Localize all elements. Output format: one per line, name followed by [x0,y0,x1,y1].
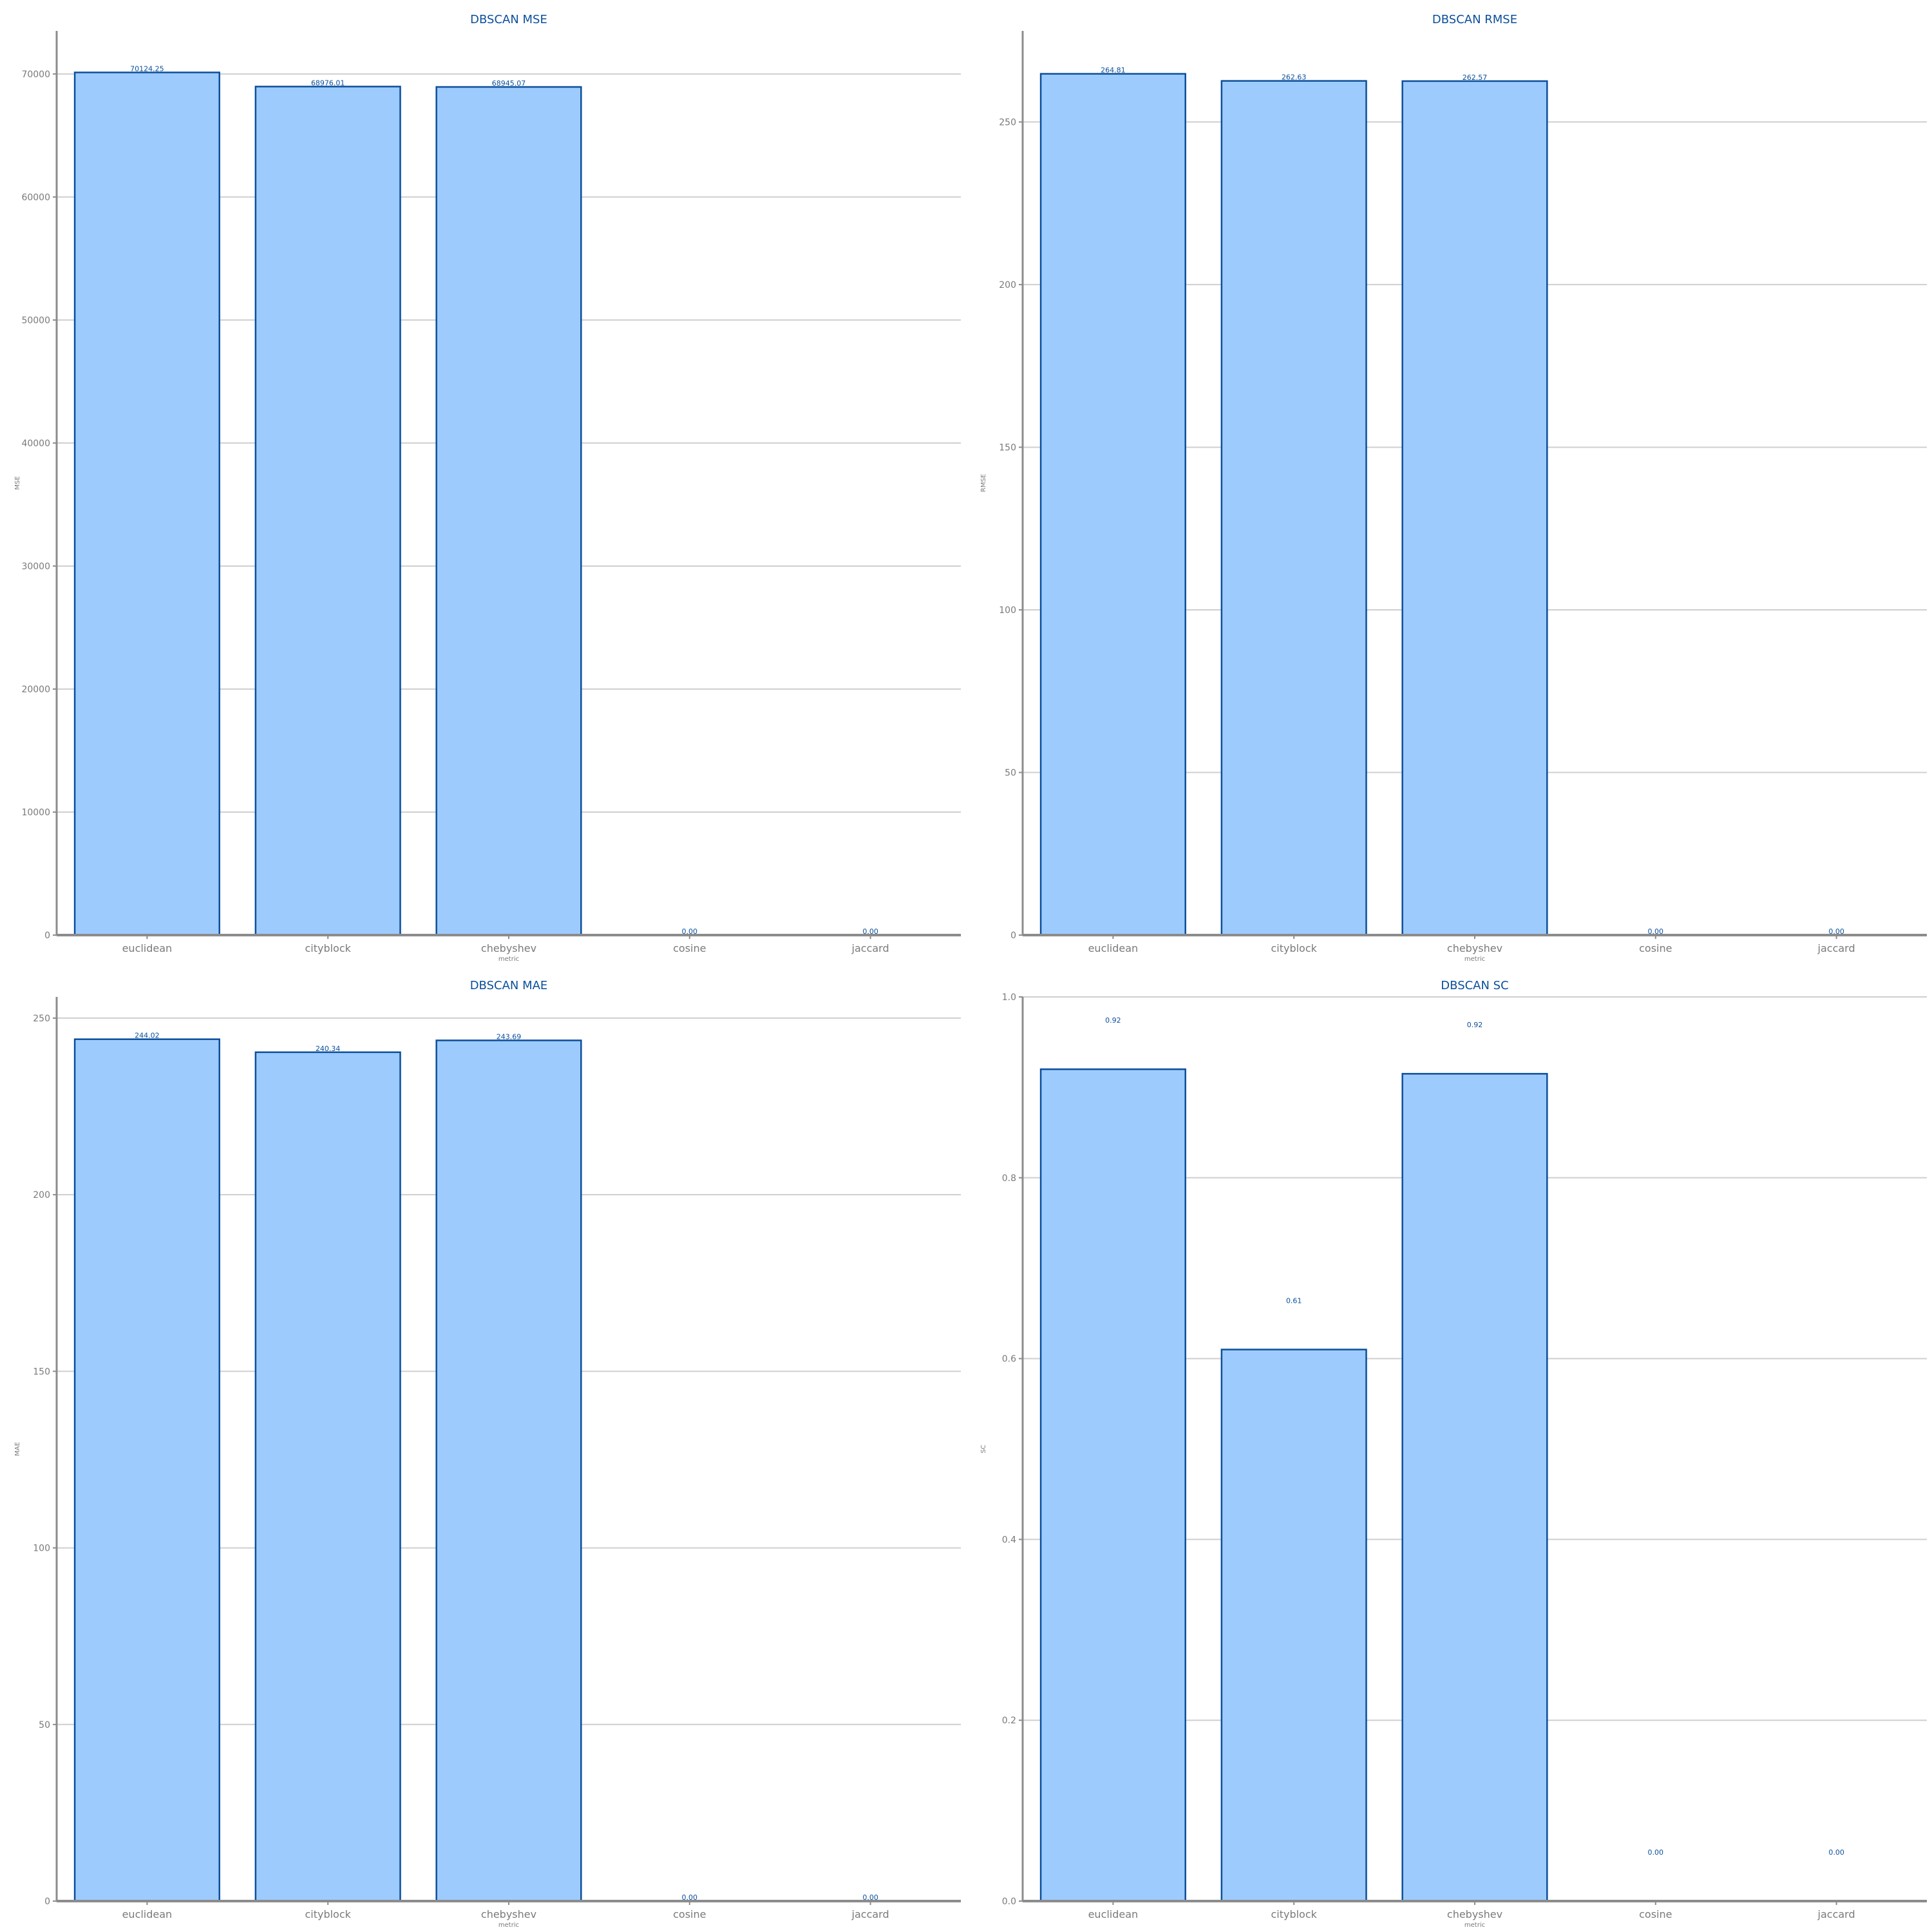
bar-euclidean [73,71,220,936]
x-tick-label: cosine [1639,1908,1672,1920]
x-tick-label: jaccard [851,1908,889,1920]
y-tick-label: 150 [33,1367,50,1377]
x-axis-label: metric [1464,1922,1485,1929]
x-tick-label: jaccard [1817,942,1855,954]
x-tick-label: cityblock [305,1908,351,1920]
bar-value-label: 264.81 [1101,66,1126,75]
chart-title: DBSCAN MAE [470,979,548,992]
x-tick-label: cityblock [305,942,351,954]
bar-value-label: 0.00 [1648,927,1664,936]
y-tick-label: 30000 [21,562,50,572]
y-axis-label: RMSE [980,474,987,492]
x-tick-label: euclidean [122,942,173,954]
bar-value-label: 0.61 [1286,1296,1302,1305]
chart-mse: 70124.25 euclidean 68976.01 cityblock 68945.… [14,13,961,963]
bar-chebyshev [1401,80,1548,936]
chart-title: DBSCAN SC [1441,979,1508,992]
x-tick-label: cosine [673,942,706,954]
y-tick-label: 40000 [21,439,50,449]
y-tick-label: 50000 [21,316,50,326]
x-tick-label: euclidean [1088,942,1139,954]
bar-value-label: 262.57 [1463,73,1488,82]
bar-chebyshev [435,86,582,936]
bar-euclidean [73,1038,220,1902]
y-tick-label: 200 [33,1190,50,1200]
y-axis-label: MAE [14,1442,21,1456]
y-tick-label: 0.8 [1002,1173,1016,1184]
bar-cityblock [254,1051,401,1902]
x-tick-label: chebyshev [1447,1908,1502,1920]
y-tick-label: 0.0 [1002,1897,1016,1907]
x-tick-label: euclidean [122,1908,173,1920]
bar-value-label: 68976.01 [311,79,345,87]
x-axis-label: metric [498,1922,519,1929]
y-tick-label: 0.4 [1002,1535,1016,1545]
bar-value-label: 262.63 [1282,73,1307,82]
bar-cityblock [254,86,401,936]
y-tick-label: 250 [999,117,1016,128]
y-tick-label: 100 [33,1544,50,1554]
x-tick-label: cityblock [1271,1908,1317,1920]
bar-value-label: 244.02 [135,1032,160,1040]
y-tick-label: 0 [1010,931,1016,941]
bar-value-label: 0.92 [1105,1016,1121,1025]
y-tick-label: 1.0 [1002,992,1016,1003]
y-tick-label: 50 [1005,768,1016,778]
y-tick-label: 250 [33,1014,50,1024]
bar-value-label: 68945.07 [492,79,526,88]
x-tick-label: chebyshev [481,942,536,954]
bar-value-label: 240.34 [316,1045,341,1053]
y-tick-label: 0.2 [1002,1716,1016,1726]
bar-value-label: 70124.25 [130,64,164,73]
bar-euclidean [1039,73,1186,936]
chart-sc: 0.92 euclidean 0.61 cityblock 0.92 chebyshev 0… [980,979,1927,1929]
bar-cityblock [1220,1349,1367,1902]
x-tick-label: chebyshev [481,1908,536,1920]
bar-value-label: 0.00 [862,927,878,936]
bar-value-label: 243.69 [497,1033,522,1041]
y-axis-label: SC [980,1444,987,1453]
bar-value-label: 0.00 [682,927,698,936]
bar-value-label: 0.00 [682,1893,698,1902]
bar-chebyshev [435,1039,582,1902]
x-tick-label: cosine [1639,942,1672,954]
y-axis-label: MSE [14,476,21,489]
x-axis-label: metric [1464,956,1485,963]
bar-cityblock [1220,80,1367,936]
x-tick-label: jaccard [1817,1908,1855,1920]
x-tick-label: cosine [673,1908,706,1920]
y-tick-label: 60000 [21,193,50,203]
bar-chebyshev [1401,1073,1548,1902]
y-tick-label: 150 [999,442,1016,453]
y-tick-label: 70000 [21,70,50,80]
y-tick-label: 0.6 [1002,1354,1016,1365]
x-tick-label: jaccard [851,942,889,954]
x-tick-label: chebyshev [1447,942,1502,954]
y-tick-label: 0 [44,931,50,941]
y-tick-label: 200 [999,280,1016,290]
bar-value-label: 0.00 [1828,1848,1844,1857]
x-tick-label: euclidean [1088,1908,1139,1920]
chart-title: DBSCAN MSE [470,13,547,26]
bar-euclidean [1039,1068,1186,1902]
chart-mae: 244.02 euclidean 240.34 cityblock 243.69 cheb… [14,979,961,1929]
chart-title: DBSCAN RMSE [1432,13,1517,26]
y-tick-label: 100 [999,605,1016,616]
y-tick-label: 20000 [21,685,50,695]
x-tick-label: cityblock [1271,942,1317,954]
bar-value-label: 0.92 [1467,1021,1483,1029]
y-tick-label: 10000 [21,808,50,818]
bar-value-label: 0.00 [862,1893,878,1902]
chart-rmse: 264.81 euclidean 262.63 cityblock 262.57 cheb… [980,13,1927,963]
x-axis-label: metric [498,956,519,963]
bar-value-label: 0.00 [1648,1848,1664,1857]
bar-value-label: 0.00 [1828,927,1844,936]
y-tick-label: 50 [39,1720,50,1730]
y-tick-label: 0 [44,1897,50,1907]
